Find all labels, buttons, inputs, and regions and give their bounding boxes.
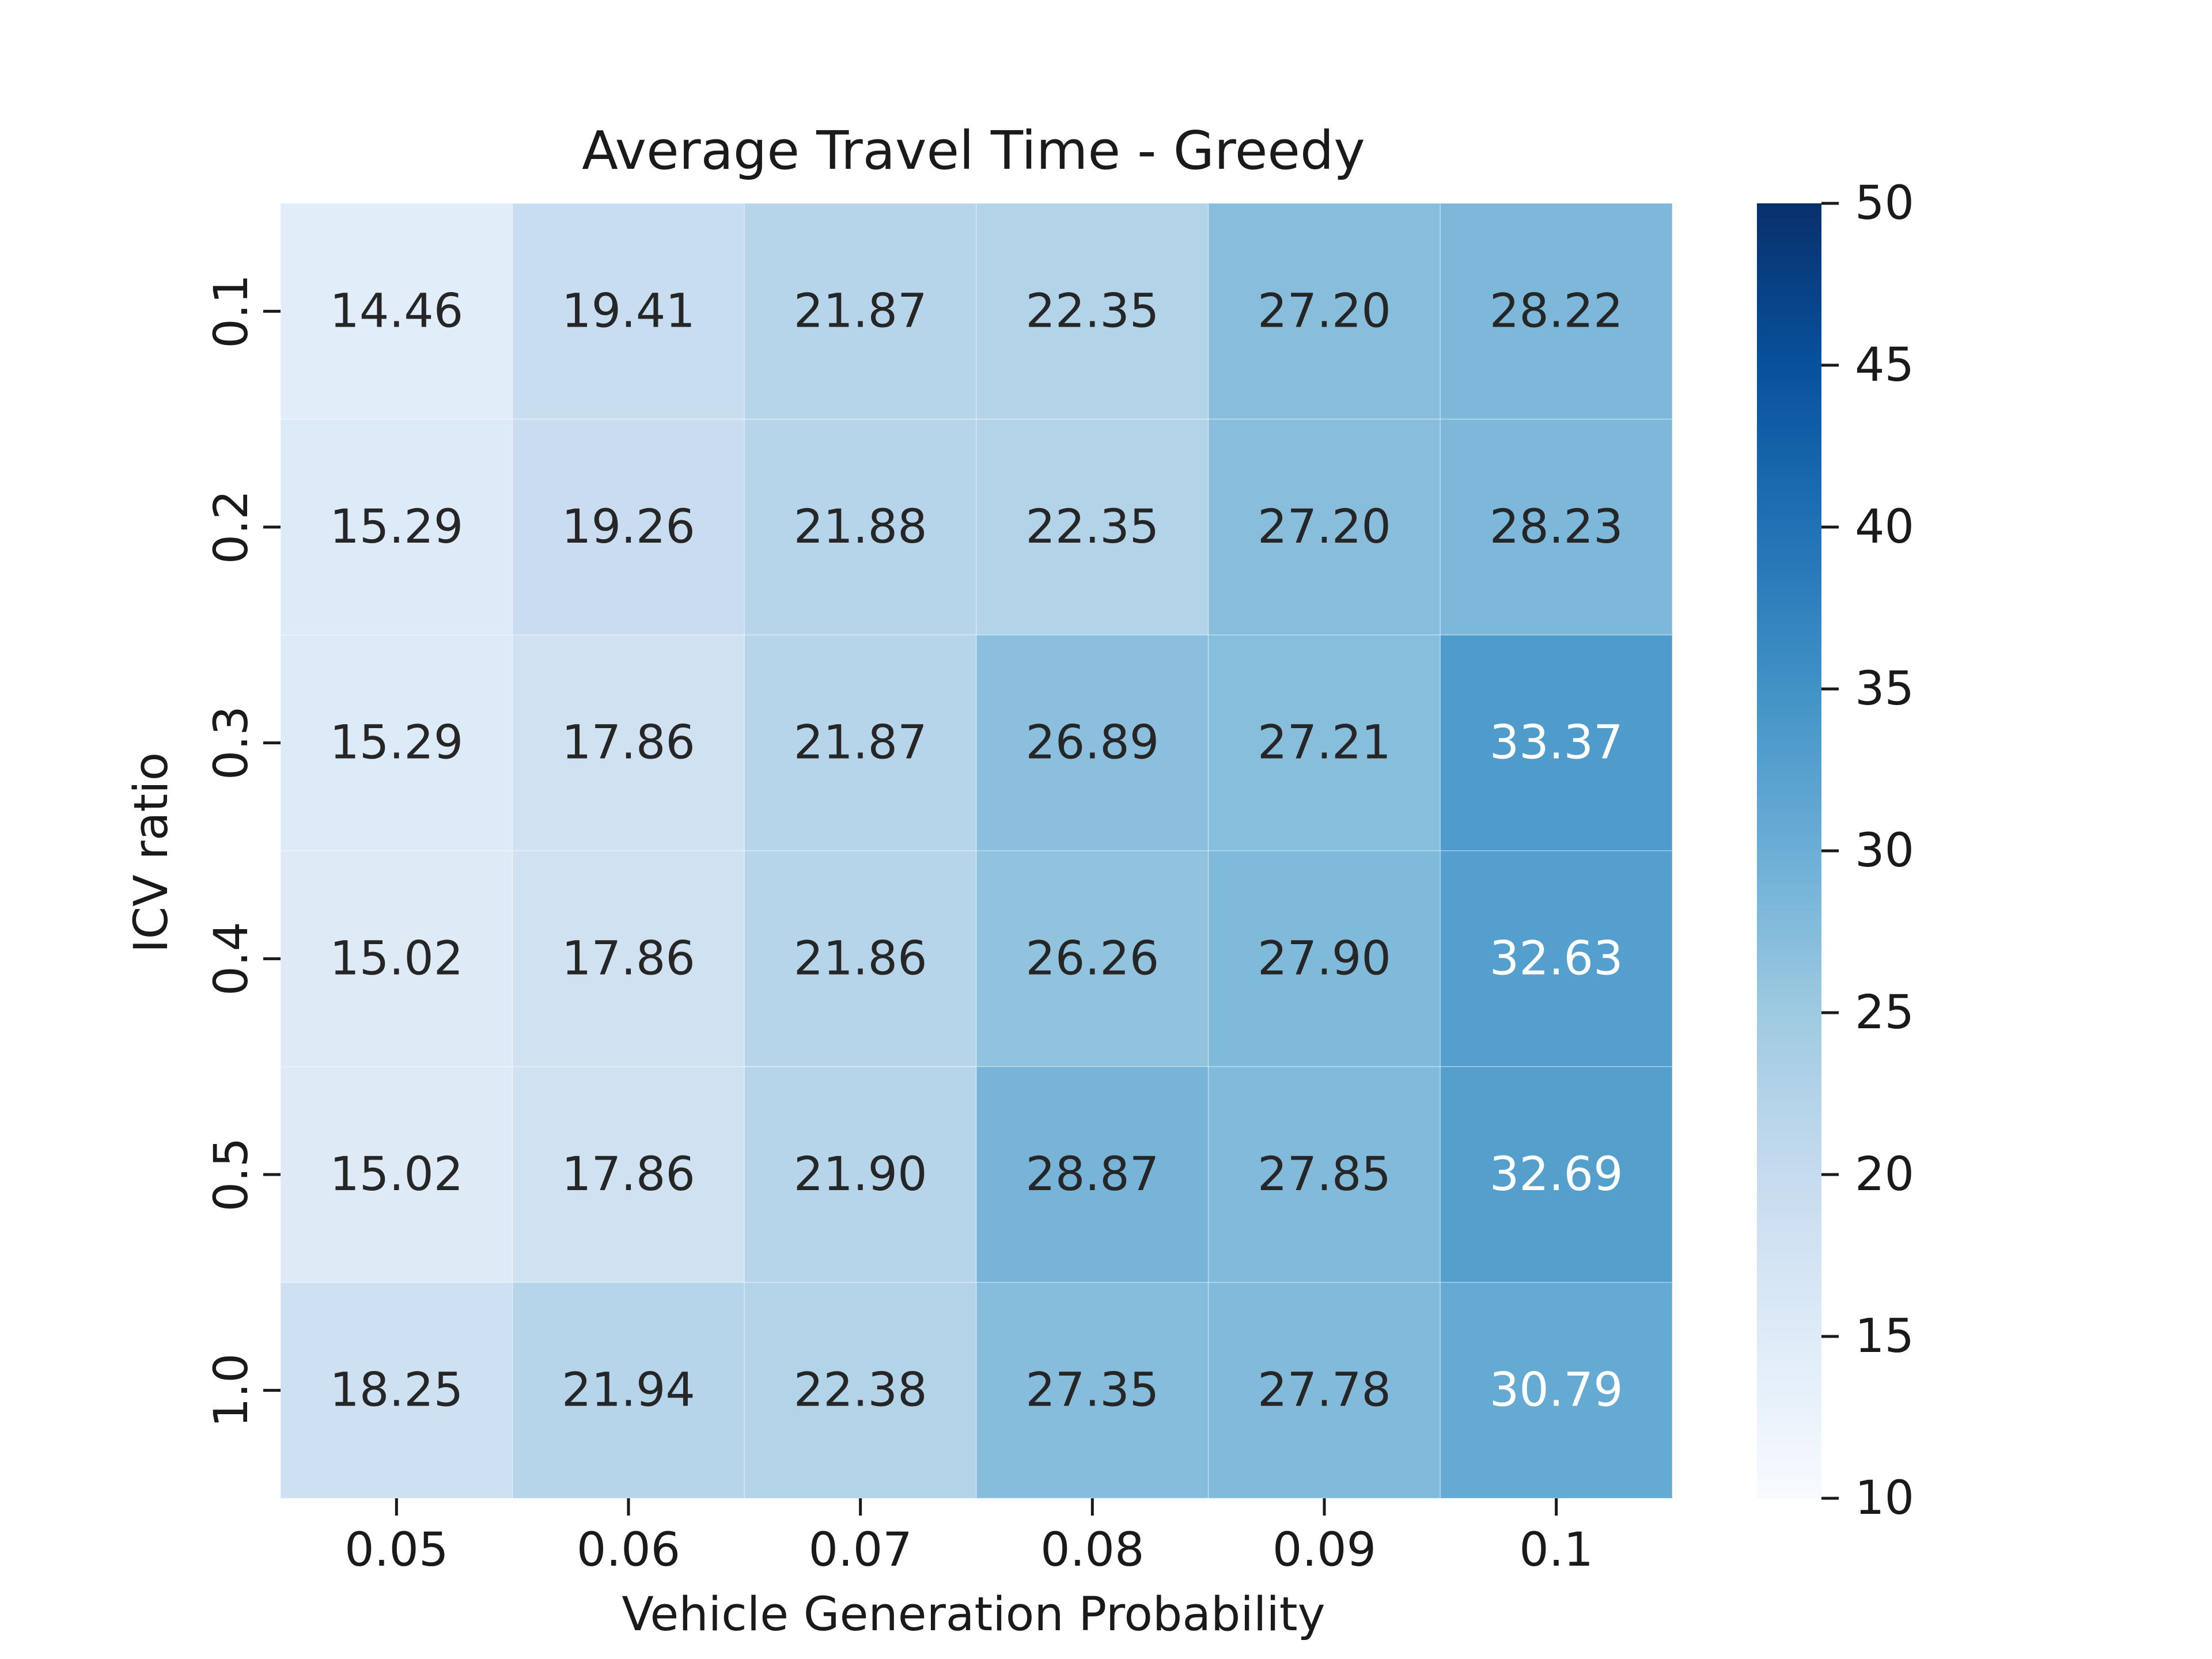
heatmap-cell — [1440, 1066, 1673, 1283]
heatmap-cell — [1440, 850, 1673, 1067]
cell-value-label: 26.26 — [1025, 931, 1159, 986]
heatmap-cell — [1207, 1282, 1441, 1499]
cell-value-label: 15.02 — [329, 931, 463, 986]
y-axis-ticks: 0.1 0.2 0.3 0.4 0.5 1.0 — [204, 274, 281, 1427]
colorbar-tick-label: 15 — [1855, 1309, 1914, 1363]
cell-value-label: 27.20 — [1257, 500, 1391, 554]
heatmap-cell — [744, 203, 977, 420]
cell-value-label: 32.69 — [1490, 1147, 1623, 1202]
cell-value-label: 14.46 — [329, 284, 463, 338]
heatmap-cell — [744, 634, 977, 851]
cell-value-label: 21.90 — [794, 1147, 927, 1202]
colorbar-tick-label: 35 — [1855, 662, 1914, 716]
heatmap-cell — [976, 1066, 1209, 1283]
heatmap-cell — [1440, 418, 1673, 636]
colorbar-tick-label: 30 — [1855, 824, 1914, 878]
colorbar — [1757, 203, 1821, 1498]
cell-value-label: 32.63 — [1490, 931, 1623, 986]
cell-value-label: 19.26 — [562, 500, 695, 554]
cell-value-label: 18.25 — [329, 1363, 463, 1418]
cell-value-label: 22.38 — [794, 1363, 927, 1418]
cell-value-label: 28.87 — [1025, 1147, 1159, 1202]
cell-value-label: 15.29 — [329, 716, 463, 770]
cell-value-label: 21.87 — [794, 284, 927, 338]
y-tick-label: 0.1 — [204, 274, 259, 349]
colorbar-tick-label: 25 — [1855, 986, 1914, 1040]
cell-value-label: 28.23 — [1490, 500, 1623, 554]
y-tick-label: 0.2 — [204, 490, 259, 565]
cell-value-label: 28.22 — [1490, 284, 1623, 338]
cell-value-label: 19.41 — [562, 284, 695, 338]
heatmap-cell — [280, 418, 513, 636]
cell-value-label: 27.85 — [1257, 1147, 1391, 1202]
heatmap-cell — [1207, 634, 1441, 851]
cell-value-label: 17.86 — [562, 1147, 695, 1202]
y-tick-label: 0.3 — [204, 706, 259, 780]
heatmap-cell — [976, 850, 1209, 1067]
colorbar-tick-label: 45 — [1855, 338, 1914, 392]
heatmap-cell — [976, 1282, 1209, 1499]
heatmap-cell — [280, 1066, 513, 1283]
y-tick-label: 0.4 — [204, 922, 259, 996]
colorbar-ticks: 10 15 20 25 30 35 40 45 50 — [1821, 176, 1914, 1525]
colorbar-tick-label: 20 — [1855, 1147, 1914, 1202]
heatmap-cell — [744, 850, 977, 1067]
x-tick-label: 0.1 — [1519, 1523, 1593, 1577]
heatmap-cell — [1207, 203, 1441, 420]
x-tick-label: 0.08 — [1040, 1523, 1144, 1577]
heatmap-cell — [976, 418, 1209, 636]
cell-value-label: 22.35 — [1025, 284, 1159, 338]
heatmap-cell — [976, 203, 1209, 420]
cell-value-label: 15.02 — [329, 1147, 463, 1202]
cell-value-label: 27.90 — [1257, 931, 1391, 986]
heatmap-cell — [1440, 203, 1673, 420]
cell-value-label: 30.79 — [1490, 1363, 1623, 1418]
heatmap-cell — [1207, 850, 1441, 1067]
y-tick-label: 0.5 — [204, 1138, 259, 1212]
cell-value-label: 21.88 — [794, 500, 927, 554]
heatmap-cells: 14.46 19.41 21.87 22.35 27.20 28.22 15.29 19.26… — [280, 203, 1673, 1499]
x-tick-label: 0.06 — [577, 1523, 680, 1577]
cell-value-label: 22.35 — [1025, 500, 1159, 554]
cell-value-label: 21.94 — [562, 1363, 695, 1418]
heatmap-cell — [1440, 1282, 1673, 1499]
cell-value-label: 26.89 — [1025, 716, 1159, 770]
y-axis-label: ICV ratio — [124, 752, 179, 953]
cell-value-label: 27.35 — [1025, 1363, 1159, 1418]
heatmap-cell — [512, 634, 745, 851]
heatmap-cell — [744, 1066, 977, 1283]
heatmap-cell — [512, 1066, 745, 1283]
cell-value-label: 17.86 — [562, 931, 695, 986]
x-axis-label: Vehicle Generation Probability — [622, 1588, 1325, 1642]
heatmap-cell — [512, 850, 745, 1067]
cell-value-label: 21.87 — [794, 716, 927, 770]
cell-value-label: 33.37 — [1490, 716, 1623, 770]
cell-value-label: 27.20 — [1257, 284, 1391, 338]
heatmap-cell — [280, 1282, 513, 1499]
cell-value-label: 21.86 — [794, 931, 927, 986]
colorbar-tick-label: 40 — [1855, 500, 1914, 554]
heatmap-cell — [512, 418, 745, 636]
x-tick-label: 0.09 — [1272, 1523, 1376, 1577]
chart-title: Average Travel Time - Greedy — [582, 120, 1365, 181]
cell-value-label: 17.86 — [562, 716, 695, 770]
y-tick-label: 1.0 — [204, 1353, 259, 1427]
colorbar-tick-label: 50 — [1855, 176, 1914, 230]
heatmap-cell — [280, 850, 513, 1067]
heatmap-cell — [1440, 634, 1673, 851]
cell-value-label: 27.21 — [1257, 716, 1391, 770]
cell-value-label: 15.29 — [329, 500, 463, 554]
heatmap-cell — [512, 203, 745, 420]
x-tick-label: 0.07 — [808, 1523, 912, 1577]
colorbar-tick-label: 10 — [1855, 1471, 1914, 1525]
x-tick-label: 0.05 — [344, 1523, 448, 1577]
heatmap-cell — [280, 203, 513, 420]
cell-value-label: 27.78 — [1257, 1363, 1391, 1418]
x-axis-ticks: 0.05 0.06 0.07 0.08 0.09 0.1 — [344, 1498, 1593, 1577]
heatmap-cell — [976, 634, 1209, 851]
heatmap-cell — [280, 634, 513, 851]
heatmap-cell — [1207, 1066, 1441, 1283]
